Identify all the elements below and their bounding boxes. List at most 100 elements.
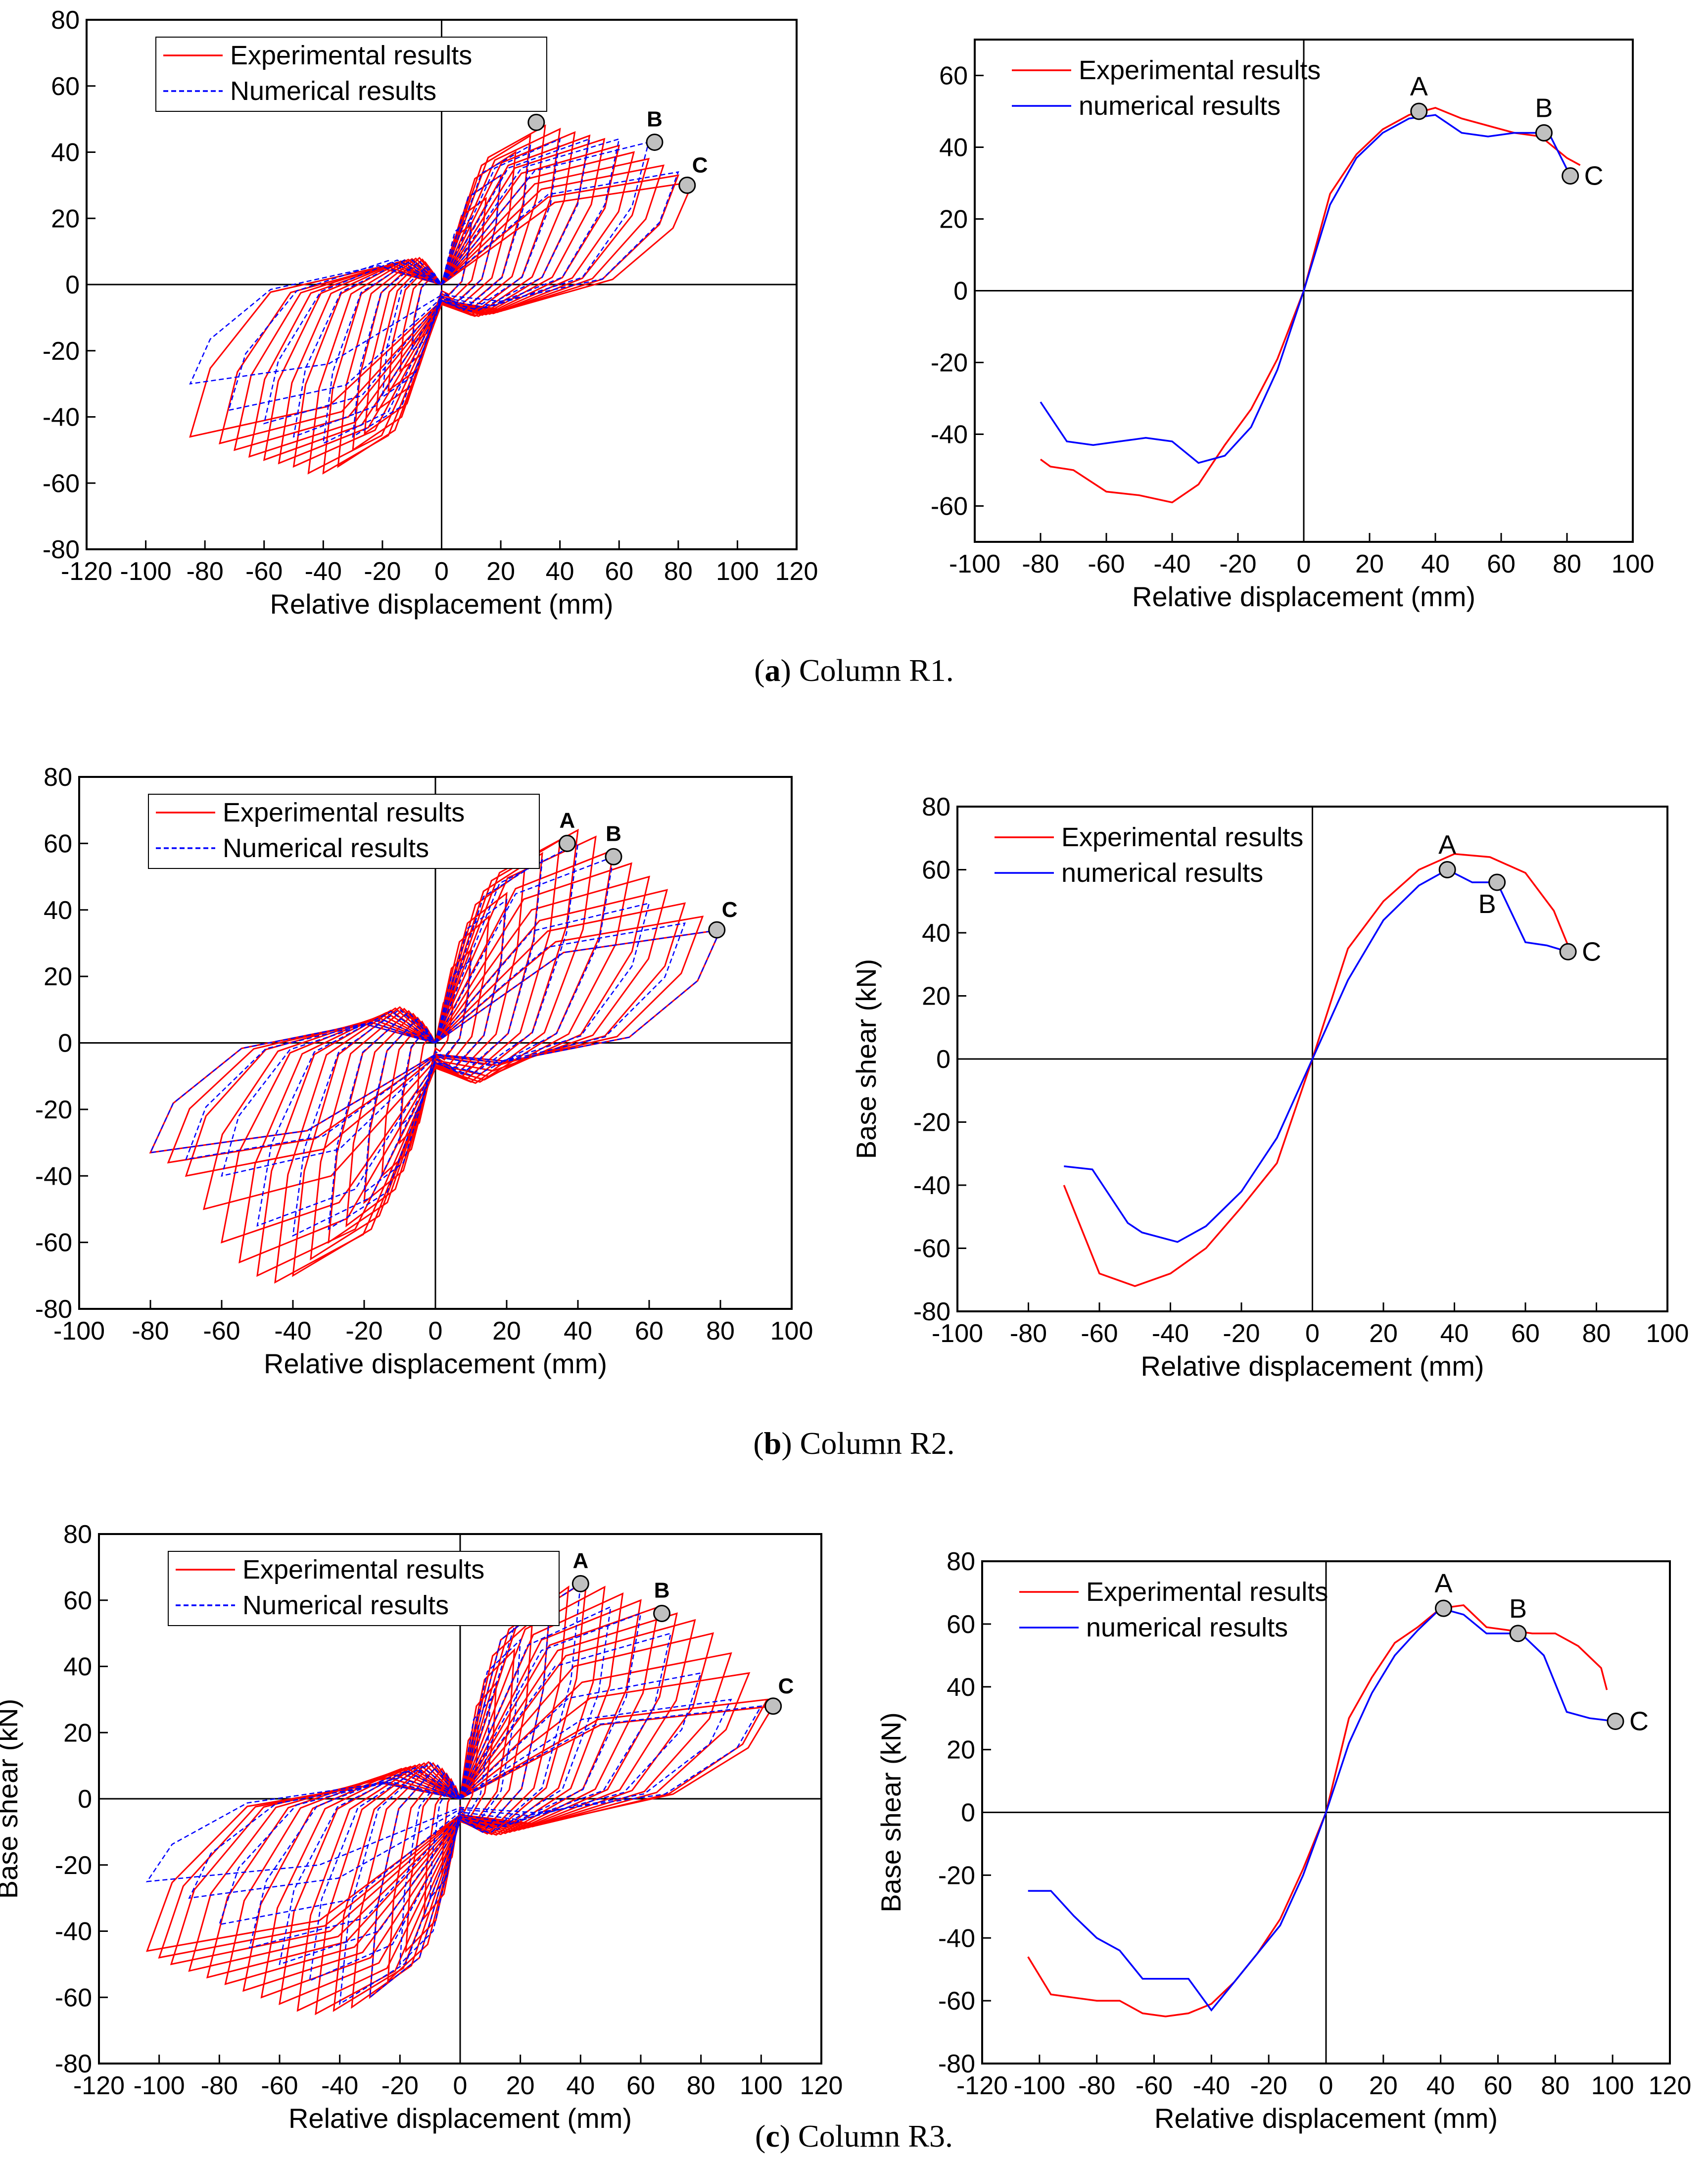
point-marker xyxy=(653,1605,671,1622)
x-tick-label: -80 xyxy=(187,557,224,586)
hysteresis-loop xyxy=(218,1672,702,1925)
x-tick-label: 0 xyxy=(1305,1319,1320,1348)
x-tick-label: 100 xyxy=(770,1317,813,1345)
y-axis-label: Base shear (kN) xyxy=(851,959,882,1159)
x-tick-label: -120 xyxy=(956,2071,1008,2100)
chart-R3-hysteresis: -120 -100 -80 -60 -40 -20 0 20 40 60 80 100 120 -80 -6… xyxy=(0,1520,843,2134)
point-label: A xyxy=(560,808,575,832)
x-tick-label: -80 xyxy=(1022,550,1059,578)
x-tick-label: -100 xyxy=(134,2071,185,2100)
y-tick-label: -20 xyxy=(913,1108,950,1137)
point-label: A xyxy=(1410,72,1428,101)
point-label: C xyxy=(1629,1707,1649,1736)
hysteresis-loop xyxy=(238,862,632,1264)
hysteresis-loop xyxy=(381,174,502,398)
x-tick-label: 40 xyxy=(1426,2071,1455,2100)
series-numerical xyxy=(145,1582,762,2006)
y-tick-label: -40 xyxy=(35,1162,72,1191)
y-tick-label: 80 xyxy=(44,763,72,792)
x-tick-label: 100 xyxy=(716,557,759,586)
point-marker xyxy=(678,176,696,194)
caption-open: ( xyxy=(753,1426,764,1461)
x-tick-label: 100 xyxy=(1646,1319,1689,1348)
y-tick-label: -60 xyxy=(55,1983,92,2012)
legend-box xyxy=(155,37,547,112)
point-label: C xyxy=(1584,161,1604,191)
point-marker xyxy=(605,848,622,865)
point-marker xyxy=(1509,1625,1527,1642)
hysteresis-loop xyxy=(189,171,679,385)
chart-R2-envelope: -100 -80 -60 -40 -20 0 20 40 60 80 100-80-60-40-20… xyxy=(851,793,1689,1382)
x-tick-label: 40 xyxy=(566,2071,595,2100)
y-tick-label: -40 xyxy=(938,1924,975,1953)
x-tick-label: -80 xyxy=(1010,1319,1047,1348)
x-tick-label: 60 xyxy=(1487,550,1516,578)
hysteresis-loop xyxy=(228,141,650,411)
y-axis-label: Base shear (kN) xyxy=(0,1699,23,1899)
x-tick-label: 0 xyxy=(1297,550,1311,578)
y-tick-label: 20 xyxy=(939,205,968,234)
x-tick-label: -40 xyxy=(305,557,342,586)
hysteresis-loop xyxy=(309,1606,612,1982)
chart-R3-envelope: -120 -100 -80 -60 -40 -20 0 20 40 60 80 100 120 -80 -6… xyxy=(875,1547,1691,2134)
x-tick-label: 20 xyxy=(1355,550,1384,578)
series-numerical xyxy=(1064,868,1568,1243)
legend-entry: numerical results xyxy=(1086,1613,1288,1642)
x-tick-label: 80 xyxy=(664,557,693,586)
series-numerical xyxy=(1028,1607,1616,2012)
y-tick-label: -20 xyxy=(938,1861,975,1890)
x-tick-label: 0 xyxy=(1319,2071,1333,2100)
y-tick-label: 80 xyxy=(63,1520,92,1549)
x-axis-label: Relative displacement (mm) xyxy=(1141,1350,1484,1382)
y-tick-label: 80 xyxy=(947,1547,975,1576)
y-tick-label: -60 xyxy=(931,492,968,521)
point-marker xyxy=(1438,861,1456,878)
x-tick-label: -40 xyxy=(321,2071,358,2100)
x-tick-label: -100 xyxy=(120,557,172,586)
hysteresis-loop xyxy=(339,1582,581,2006)
point-marker xyxy=(764,1697,782,1715)
series-line xyxy=(1040,114,1571,464)
point-label: B xyxy=(1509,1594,1527,1624)
x-tick-label: -60 xyxy=(1088,550,1125,578)
y-tick-label: 40 xyxy=(51,139,80,167)
x-tick-label: -120 xyxy=(73,2071,125,2100)
hysteresis-loop xyxy=(399,958,472,1128)
x-tick-label: 100 xyxy=(1591,2071,1634,2100)
x-tick-label: 120 xyxy=(800,2071,843,2100)
point-label: B xyxy=(1535,94,1553,123)
point-label: B xyxy=(1478,889,1496,919)
y-tick-label: -60 xyxy=(35,1229,72,1257)
hysteresis-loop xyxy=(202,889,668,1210)
y-tick-label: -20 xyxy=(35,1096,72,1124)
hysteresis-loop xyxy=(369,1599,551,1999)
hysteresis-loop xyxy=(292,138,591,438)
x-tick-label: -20 xyxy=(381,2071,419,2100)
x-tick-label: -120 xyxy=(61,557,112,586)
series-line xyxy=(1063,853,1569,1287)
x-tick-label: 0 xyxy=(428,1317,443,1345)
y-tick-label: 60 xyxy=(51,72,80,101)
y-tick-label: 40 xyxy=(63,1653,92,1682)
chart-R1-envelope: -100 -80 -60 -40 -20 0 20 40 60 80 100 -60 -40 -20 0 20… xyxy=(931,39,1655,612)
plot-area xyxy=(189,124,695,475)
x-tick-label: -100 xyxy=(53,1317,105,1345)
hysteresis-loop xyxy=(279,1612,642,1966)
x-tick-label: -60 xyxy=(261,2071,298,2100)
x-tick-label: 60 xyxy=(626,2071,655,2100)
x-tick-label: -40 xyxy=(1153,550,1190,578)
y-tick-label: -20 xyxy=(43,337,80,366)
point-label: A xyxy=(572,1548,588,1573)
legend-entry: Experimental results xyxy=(1086,1577,1328,1607)
y-tick-label: 80 xyxy=(51,6,80,35)
caption-text: ) Column R2. xyxy=(781,1426,955,1461)
y-tick-label: 0 xyxy=(65,271,80,299)
caption-r3: (c) Column R3. xyxy=(0,2118,1708,2155)
point-label: C xyxy=(692,153,708,177)
point-label: A xyxy=(1438,830,1456,860)
point-marker xyxy=(1410,102,1428,120)
y-tick-label: 0 xyxy=(78,1785,92,1814)
caption-text: ) Column R1. xyxy=(780,653,954,688)
caption-r1: (a) Column R1. xyxy=(0,652,1708,689)
x-tick-label: 100 xyxy=(1612,550,1655,578)
